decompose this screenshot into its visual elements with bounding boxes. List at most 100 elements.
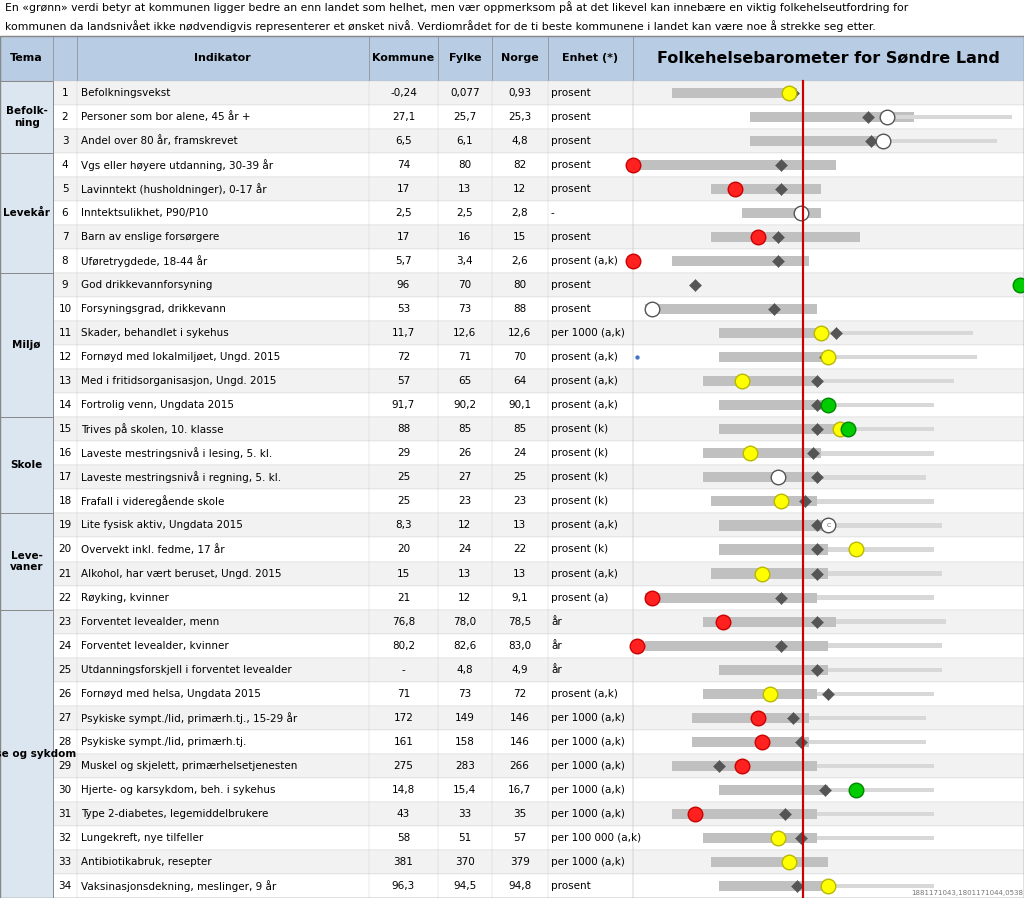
Text: 2,6: 2,6 [511,256,528,266]
Point [734,759,751,773]
Bar [644,304,817,314]
Bar [53,369,1024,393]
Text: Levekår: Levekår [3,208,50,218]
Bar [703,376,817,386]
Text: Psykiske sympt./lid, primærh.tj.: Psykiske sympt./lid, primærh.tj. [81,736,246,747]
Text: 71: 71 [397,689,410,699]
Bar [53,778,1024,802]
Bar [0,610,53,898]
Point [711,759,727,773]
Bar [0,418,53,514]
Bar [0,81,53,153]
Point [715,614,731,629]
Point [816,350,833,365]
Text: 72: 72 [513,689,526,699]
Text: 2,8: 2,8 [511,208,528,218]
Text: 2,5: 2,5 [457,208,473,218]
Text: Tema: Tema [10,53,43,64]
Text: Befolkningsvekst: Befolkningsvekst [81,88,170,98]
Text: -0,24: -0,24 [390,88,417,98]
Bar [817,691,934,696]
Text: En «grønn» verdi betyr at kommunen ligger bedre an enn landet som helhet, men væ: En «grønn» verdi betyr at kommunen ligge… [5,1,908,13]
Bar [719,521,828,531]
Point [734,374,751,389]
Text: 158: 158 [455,736,475,747]
Text: 70: 70 [459,280,471,290]
Text: Lavinntekt (husholdninger), 0-17 år: Lavinntekt (husholdninger), 0-17 år [81,183,266,195]
Text: Norge: Norge [501,53,539,64]
Text: Kommune: Kommune [373,53,434,64]
Text: Leve-
vaner: Leve- vaner [10,550,43,572]
Text: 14,8: 14,8 [392,785,415,795]
Bar [53,393,1024,418]
Text: 32: 32 [58,833,72,843]
Point [726,181,742,196]
Text: 15: 15 [58,425,72,435]
Point [848,542,864,557]
Text: Antibiotikabruk, resepter: Antibiotikabruk, resepter [81,857,212,867]
Text: 161: 161 [393,736,414,747]
Text: prosent (k): prosent (k) [551,544,608,554]
Text: 11,7: 11,7 [392,328,415,339]
Text: 379: 379 [510,857,529,867]
Text: 78,0: 78,0 [454,617,476,627]
Text: 1: 1 [61,88,69,98]
Text: 94,8: 94,8 [508,881,531,891]
Point [809,567,825,581]
Point [625,254,641,269]
Text: 1881171043,1801171044,0538: 1881171043,1801171044,0538 [911,890,1023,896]
Point [1012,278,1024,293]
Text: 33: 33 [459,809,471,819]
Text: 11: 11 [58,328,72,339]
Bar [0,153,53,273]
Point [762,687,778,701]
Text: Hjerte- og karsykdom, beh. i sykehus: Hjerte- og karsykdom, beh. i sykehus [81,785,275,795]
Point [777,806,794,821]
Text: prosent: prosent [551,304,591,314]
Point [874,134,891,148]
Text: 0,93: 0,93 [508,88,531,98]
Bar [53,177,1024,201]
Text: 85: 85 [459,425,471,435]
Text: 20: 20 [397,544,410,554]
Point [788,879,805,894]
Point [644,302,660,316]
Text: prosent (a,k): prosent (a,k) [551,352,617,362]
Bar [817,595,934,600]
Text: 22: 22 [58,593,72,603]
Text: prosent: prosent [551,112,591,122]
Text: 30: 30 [58,785,72,795]
Text: 34: 34 [58,881,72,891]
Text: God drikkevannforsyning: God drikkevannforsyning [81,280,212,290]
Bar [53,753,1024,778]
Text: 85: 85 [513,425,526,435]
Point [793,831,809,845]
Bar [53,441,1024,465]
Bar [711,568,828,578]
Text: 64: 64 [513,376,526,386]
Text: 9,1: 9,1 [511,593,528,603]
Point [812,326,828,340]
Bar [828,355,977,359]
Text: Personer som bor alene, 45 år +: Personer som bor alene, 45 år + [81,111,251,122]
Text: 17: 17 [397,184,410,194]
Bar [711,184,820,194]
Text: 23: 23 [459,497,471,506]
Text: 12,6: 12,6 [454,328,476,339]
Bar [742,208,820,218]
Text: Andel over 80 år, framskrevet: Andel over 80 år, framskrevet [81,136,238,146]
Text: 16: 16 [58,448,72,458]
Text: år: år [551,640,561,651]
Text: 3: 3 [61,136,69,145]
Text: Muskel og skjelett, primærhelsetjenesten: Muskel og skjelett, primærhelsetjenesten [81,761,297,770]
Point [809,614,825,629]
Text: 19: 19 [58,521,72,531]
Text: 73: 73 [459,689,471,699]
Text: Røyking, kvinner: Røyking, kvinner [81,593,169,603]
Text: 90,1: 90,1 [508,401,531,410]
Text: 13: 13 [513,521,526,531]
Text: Utdanningsforskjell i forventet levealder: Utdanningsforskjell i forventet levealde… [81,665,292,674]
Bar [53,730,1024,753]
Point [754,567,770,581]
Bar [711,857,828,867]
